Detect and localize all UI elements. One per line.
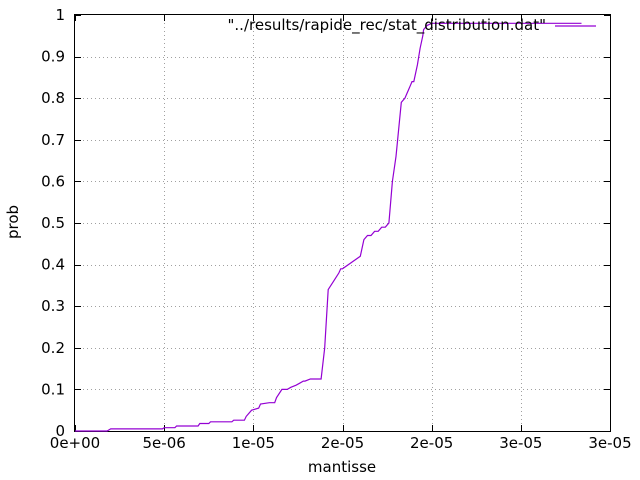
y-tick-label: 0.1 bbox=[41, 380, 65, 398]
x-tick-label: 5e-06 bbox=[143, 434, 186, 452]
x-tick-label: 3e-05 bbox=[588, 434, 631, 452]
y-tick-label: 0.8 bbox=[41, 89, 65, 107]
y-tick-label: 0.4 bbox=[41, 256, 65, 274]
series-layer bbox=[75, 22, 582, 432]
x-tick-label: 3e-05 bbox=[499, 434, 542, 452]
y-tick-label: 0.7 bbox=[41, 131, 65, 149]
series-line bbox=[75, 22, 582, 432]
y-tick-label: 0.6 bbox=[41, 172, 65, 190]
x-tick-label: 2e-05 bbox=[410, 434, 453, 452]
y-tick-label: 0 bbox=[55, 422, 65, 440]
tick-layer: 0e+00 5e-06 1e-05 2e-05 2e-05 3e-05 3e-05 0 0.1 0… bbox=[41, 6, 632, 452]
grid-layer bbox=[75, 15, 610, 431]
x-tick-label: 1e-05 bbox=[232, 434, 275, 452]
x-axis-label: mantisse bbox=[308, 458, 376, 476]
y-tick-label: 0.3 bbox=[41, 297, 65, 315]
legend-label: "../results/rapide_rec/stat_distribution… bbox=[228, 16, 546, 35]
y-tick-label: 0.9 bbox=[41, 48, 65, 66]
x-tick-label: 2e-05 bbox=[321, 434, 364, 452]
y-axis-label: prob bbox=[4, 205, 22, 239]
legend: "../results/rapide_rec/stat_distribution… bbox=[228, 16, 596, 35]
y-tick-label: 1 bbox=[55, 6, 65, 24]
y-tick-label: 0.2 bbox=[41, 339, 65, 357]
plot-frame bbox=[74, 14, 611, 432]
y-tick-label: 0.5 bbox=[41, 214, 65, 232]
x-tick-label: 0e+00 bbox=[50, 434, 100, 452]
